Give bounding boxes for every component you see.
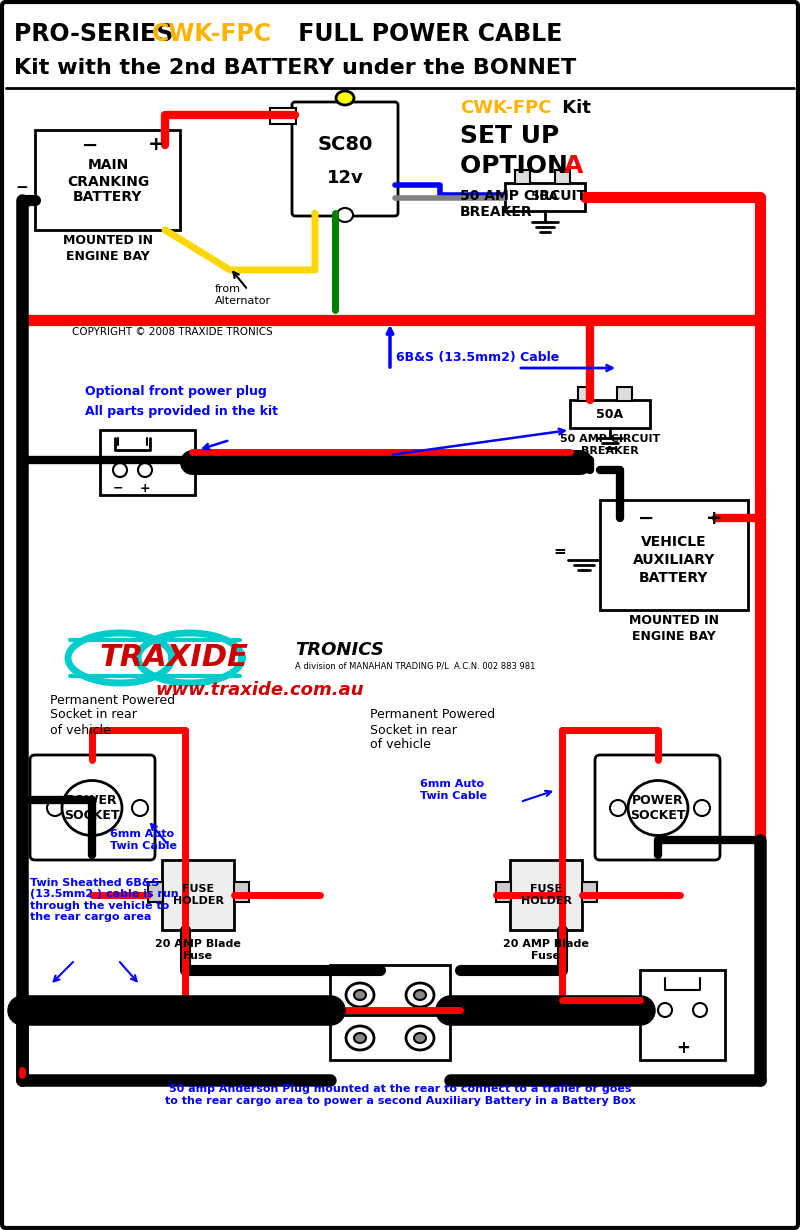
Ellipse shape (138, 462, 152, 477)
Ellipse shape (354, 990, 366, 1000)
Text: MOUNTED IN: MOUNTED IN (629, 614, 719, 626)
Text: 50 AMP CIRCUIT
BREAKER: 50 AMP CIRCUIT BREAKER (560, 434, 660, 456)
Text: 20 AMP Blade
Fuse: 20 AMP Blade Fuse (155, 940, 241, 961)
FancyBboxPatch shape (505, 183, 585, 212)
Text: +: + (676, 1039, 690, 1057)
Text: TRONICS: TRONICS (295, 641, 384, 659)
Text: PRO-SERIES: PRO-SERIES (14, 22, 182, 46)
Ellipse shape (414, 990, 426, 1000)
Text: 12v: 12v (326, 169, 363, 187)
Text: Optional front power plug: Optional front power plug (85, 385, 266, 399)
FancyBboxPatch shape (162, 860, 234, 930)
Text: ENGINE BAY: ENGINE BAY (632, 630, 716, 642)
Text: MOUNTED IN: MOUNTED IN (63, 234, 153, 246)
Text: SC80: SC80 (318, 135, 373, 155)
Text: www.traxide.com.au: www.traxide.com.au (155, 681, 364, 699)
Ellipse shape (628, 781, 688, 835)
Ellipse shape (354, 1033, 366, 1043)
FancyBboxPatch shape (515, 170, 530, 184)
Text: AUXILIARY: AUXILIARY (633, 554, 715, 567)
Text: from
Alternator: from Alternator (215, 284, 271, 306)
FancyBboxPatch shape (148, 882, 163, 902)
Ellipse shape (113, 462, 127, 477)
Ellipse shape (414, 1033, 426, 1043)
FancyBboxPatch shape (496, 882, 511, 902)
Text: FUSE
HOLDER: FUSE HOLDER (521, 884, 571, 905)
Text: 50A: 50A (597, 407, 623, 421)
FancyBboxPatch shape (330, 966, 450, 1060)
Ellipse shape (132, 800, 148, 815)
Text: MAIN: MAIN (87, 157, 129, 172)
Text: BREAKER: BREAKER (460, 205, 533, 219)
Text: 50 AMP CIRCUIT: 50 AMP CIRCUIT (460, 189, 586, 203)
Text: OPTION: OPTION (460, 154, 577, 178)
Ellipse shape (693, 1002, 707, 1017)
Ellipse shape (406, 1026, 434, 1050)
FancyBboxPatch shape (292, 102, 398, 216)
Text: −: − (638, 508, 654, 528)
Text: BATTERY: BATTERY (639, 571, 709, 585)
FancyBboxPatch shape (600, 501, 748, 610)
Ellipse shape (337, 208, 353, 221)
FancyBboxPatch shape (35, 130, 180, 230)
Text: SET UP: SET UP (460, 124, 559, 148)
FancyBboxPatch shape (270, 108, 296, 124)
Text: VEHICLE: VEHICLE (641, 535, 707, 549)
Text: =: = (554, 545, 566, 560)
FancyBboxPatch shape (555, 170, 570, 184)
Text: CRANKING: CRANKING (67, 175, 149, 189)
Text: Twin Sheathed 6B&S
(13.5mm2 ) cable is run
through the vehicle to
the rear cargo: Twin Sheathed 6B&S (13.5mm2 ) cable is r… (30, 877, 178, 922)
Text: 6mm Auto
Twin Cable: 6mm Auto Twin Cable (110, 829, 177, 851)
Ellipse shape (346, 983, 374, 1007)
Text: −: − (16, 181, 28, 196)
Text: 50 amp Anderson Plug mounted at the rear to connect to a trailer or goes
to the : 50 amp Anderson Plug mounted at the rear… (165, 1084, 635, 1106)
Text: BATTERY: BATTERY (74, 189, 142, 204)
Ellipse shape (694, 800, 710, 815)
Text: COPYRIGHT © 2008 TRAXIDE TRONICS: COPYRIGHT © 2008 TRAXIDE TRONICS (72, 327, 273, 337)
Text: Permanent Powered
Socket in rear
of vehicle: Permanent Powered Socket in rear of vehi… (50, 694, 175, 737)
Text: 50A: 50A (531, 191, 558, 203)
Text: +: + (140, 481, 150, 494)
Text: 6B&S (13.5mm2) Cable: 6B&S (13.5mm2) Cable (396, 352, 559, 364)
Ellipse shape (47, 800, 63, 815)
FancyBboxPatch shape (578, 387, 593, 401)
Text: −: − (82, 135, 98, 155)
Ellipse shape (62, 781, 122, 835)
FancyBboxPatch shape (617, 387, 632, 401)
FancyBboxPatch shape (30, 755, 155, 860)
Ellipse shape (346, 1026, 374, 1050)
FancyBboxPatch shape (640, 970, 725, 1060)
Ellipse shape (336, 91, 354, 105)
Ellipse shape (406, 983, 434, 1007)
Ellipse shape (610, 800, 626, 815)
FancyBboxPatch shape (234, 882, 249, 902)
Text: A: A (564, 154, 583, 178)
Text: ENGINE BAY: ENGINE BAY (66, 250, 150, 262)
Text: All parts provided in the kit: All parts provided in the kit (85, 406, 278, 418)
FancyBboxPatch shape (582, 882, 597, 902)
FancyBboxPatch shape (100, 430, 195, 494)
Text: Permanent Powered
Socket in rear
of vehicle: Permanent Powered Socket in rear of vehi… (370, 708, 495, 752)
Text: +: + (148, 135, 165, 155)
FancyBboxPatch shape (510, 860, 582, 930)
Text: TRAXIDE: TRAXIDE (100, 643, 249, 673)
Text: Kit: Kit (556, 98, 591, 117)
Text: −: − (113, 481, 123, 494)
FancyBboxPatch shape (570, 400, 650, 428)
FancyBboxPatch shape (595, 755, 720, 860)
Text: Kit with the 2nd BATTERY under the BONNET: Kit with the 2nd BATTERY under the BONNE… (14, 58, 576, 77)
Text: POWER
SOCKET: POWER SOCKET (64, 795, 120, 822)
Text: A division of MANAHAN TRADING P/L  A.C.N. 002 883 981: A division of MANAHAN TRADING P/L A.C.N.… (295, 662, 535, 670)
Text: FUSE
HOLDER: FUSE HOLDER (173, 884, 223, 905)
Text: 6mm Auto
Twin Cable: 6mm Auto Twin Cable (420, 779, 487, 801)
Text: CWK-FPC: CWK-FPC (460, 98, 551, 117)
Text: FULL POWER CABLE: FULL POWER CABLE (290, 22, 562, 46)
Text: +: + (706, 508, 722, 528)
Ellipse shape (658, 1002, 672, 1017)
Text: POWER
SOCKET: POWER SOCKET (630, 795, 686, 822)
Text: 20 AMP Blade
Fuse: 20 AMP Blade Fuse (503, 940, 589, 961)
Text: CWK-FPC: CWK-FPC (152, 22, 272, 46)
